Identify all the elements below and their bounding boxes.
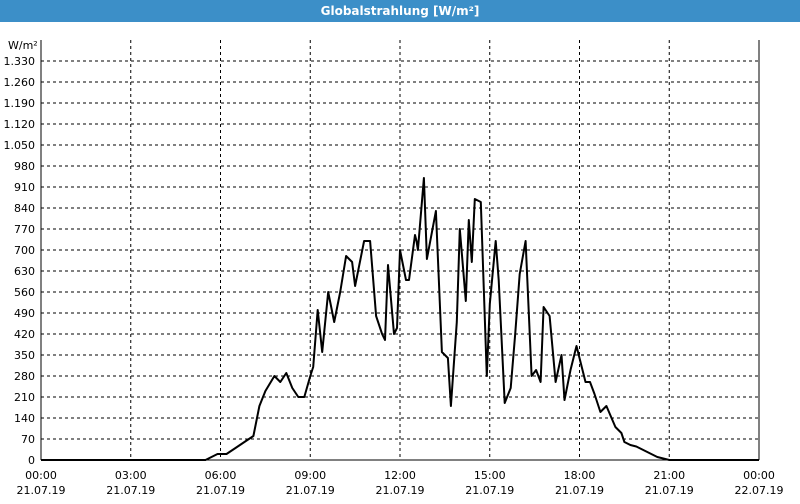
x-tick-date-label: 21.07.19 [286,484,335,497]
x-tick-date-label: 21.07.19 [555,484,604,497]
x-tick-time-label: 06:00 [205,469,237,482]
y-tick-label: 1.120 [4,118,36,131]
y-tick-label: 1.330 [4,55,36,68]
line-chart: 0 70 140 210 280 350 420 490 560 630 700 770 840 910 9… [4,39,784,497]
x-tick-date-label: 21.07.19 [465,484,514,497]
x-tick-date-label: 21.07.19 [196,484,245,497]
x-tick-date-label: 21.07.19 [376,484,425,497]
x-tick-time-label: 12:00 [384,469,416,482]
x-tick-time-label: 00:00 [743,469,775,482]
y-tick-label: 1.050 [4,139,36,152]
y-tick-label: 0 [28,454,35,467]
chart-area: 0 70 140 210 280 350 420 490 560 630 700 770 840 910 9… [0,22,800,500]
y-tick-label: 1.260 [4,76,36,89]
series-line [41,177,759,461]
y-tick-label: 70 [21,433,35,446]
y-tick-label: 420 [14,328,35,341]
x-tick-date-label: 21.07.19 [17,484,66,497]
x-tick-date-label: 22.07.19 [735,484,784,497]
y-tick-label: 350 [14,349,35,362]
chart-title: Globalstrahlung [W/m²] [0,0,800,22]
y-tick-label: 140 [14,412,35,425]
x-tick-date-label: 21.07.19 [645,484,694,497]
x-tick-time-label: 18:00 [564,469,596,482]
x-tick-time-label: 15:00 [474,469,506,482]
y-axis-tick-labels: 0 70 140 210 280 350 420 490 560 630 700 770 840 910 9… [4,55,36,467]
y-axis-unit-label: W/m² [8,39,38,52]
x-axis-tick-labels: 00:00 21.07.19 03:00 21.07.19 06:00 21.07.19 0… [17,469,784,497]
y-tick-label: 490 [14,307,35,320]
x-tick-date-label: 21.07.19 [106,484,155,497]
y-tick-label: 770 [14,223,35,236]
y-tick-label: 840 [14,202,35,215]
y-tick-label: 910 [14,181,35,194]
x-tick-time-label: 00:00 [25,469,57,482]
y-tick-label: 630 [14,265,35,278]
y-tick-label: 560 [14,286,35,299]
x-tick-time-label: 21:00 [653,469,685,482]
y-tick-label: 280 [14,370,35,383]
y-tick-label: 210 [14,391,35,404]
y-tick-label: 1.190 [4,97,36,110]
x-tick-time-label: 03:00 [115,469,147,482]
y-tick-label: 980 [14,160,35,173]
y-tick-label: 700 [14,244,35,257]
x-tick-time-label: 09:00 [294,469,326,482]
